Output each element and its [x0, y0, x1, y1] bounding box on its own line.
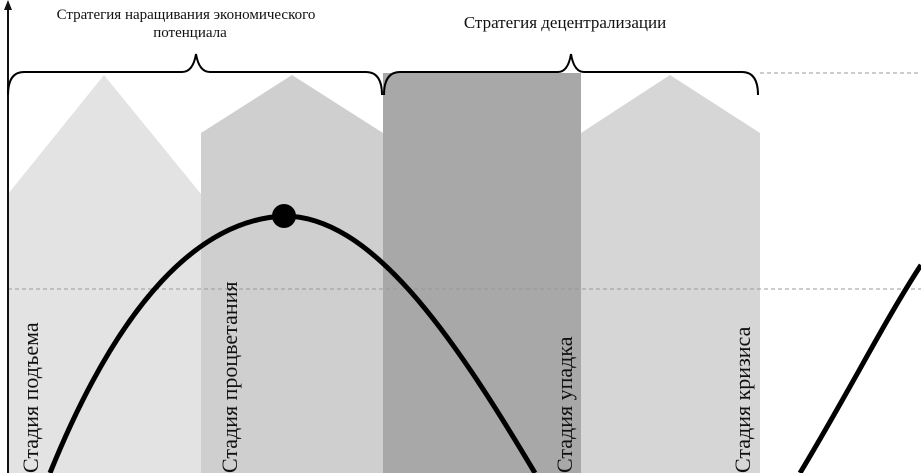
growth-strategy-bracket — [7, 53, 383, 96]
stage-prosperity-shape — [201, 75, 383, 473]
stage-crisis-shape — [581, 75, 760, 473]
stage-rise-shape — [8, 75, 201, 473]
peak-marker — [272, 204, 296, 228]
stage-rise-label: Стадия подъема — [18, 322, 43, 473]
decentralization-strategy-label: Стратегия децентрализации — [464, 13, 666, 32]
stage-prosperity-label: Стадия процветания — [217, 281, 242, 473]
stage-decline-shape — [383, 73, 581, 473]
axis-arrow-icon — [4, 0, 12, 10]
stage-crisis-label: Стадия кризиса — [730, 326, 755, 473]
growth-strategy-label-line1: Стратегия наращивания экономического — [57, 7, 316, 23]
decentralization-strategy-bracket — [383, 53, 759, 96]
stage-decline-label: Стадия упадка — [552, 336, 577, 473]
growth-strategy-label-line2: потенциала — [153, 25, 227, 41]
cycle-curve-recovery — [797, 263, 921, 473]
